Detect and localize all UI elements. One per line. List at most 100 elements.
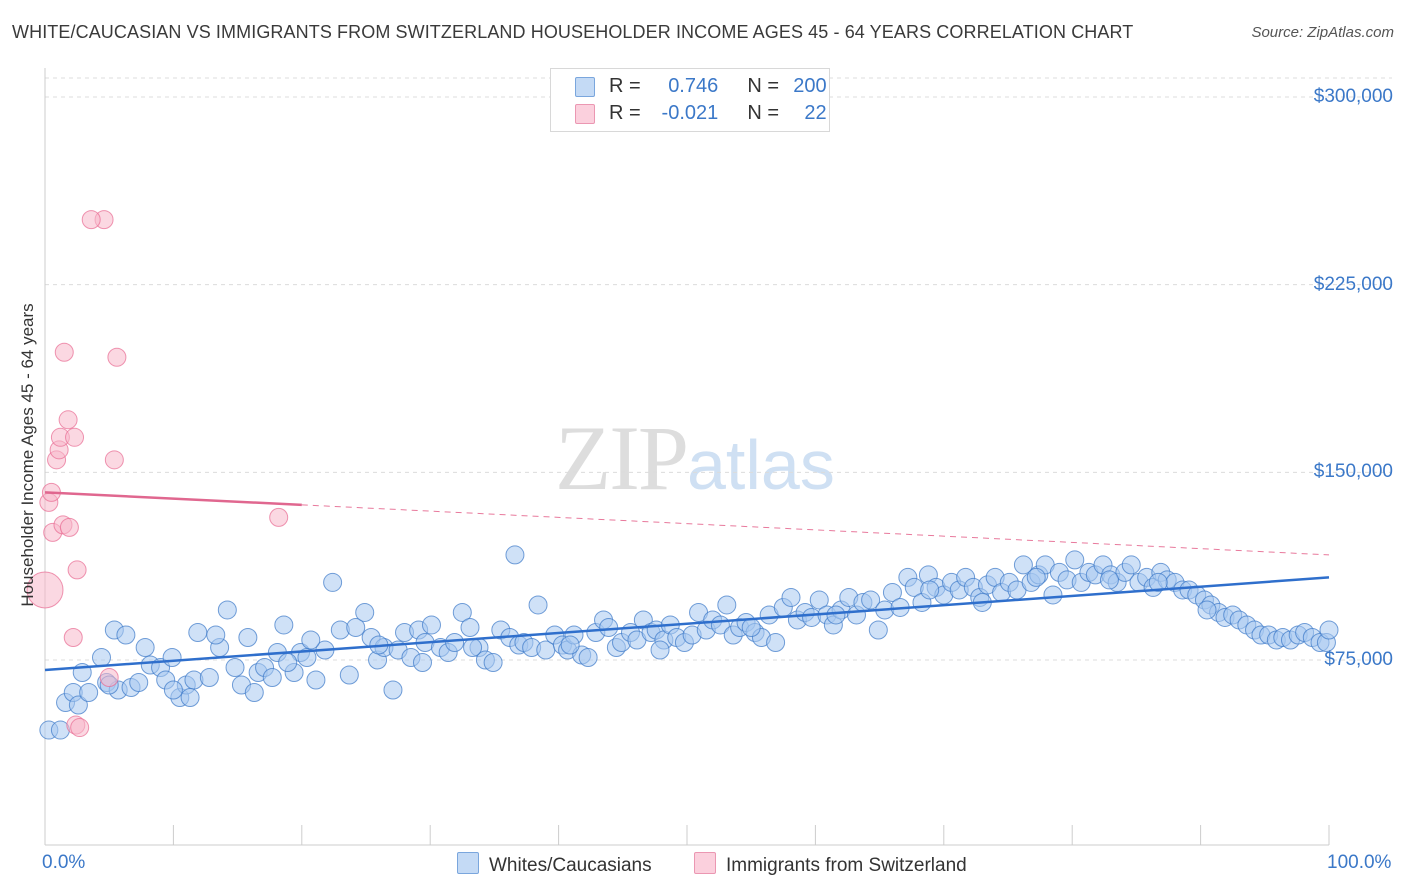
whites-point — [1043, 585, 1063, 605]
whites-point — [244, 683, 264, 703]
whites-point — [163, 680, 183, 700]
whites-point — [766, 632, 786, 652]
legend-n-label: N = — [747, 102, 780, 124]
whites-point — [278, 653, 298, 673]
whites-point — [135, 637, 155, 657]
immigrants-point — [26, 571, 64, 609]
whites-point — [188, 622, 208, 642]
whites-point — [868, 620, 888, 640]
whites-point — [383, 680, 403, 700]
whites-point — [809, 590, 829, 610]
legend-r-label: R = — [609, 102, 641, 124]
whites-point — [1026, 567, 1046, 587]
whites-point — [91, 647, 111, 667]
immigrants-trend-line — [44, 491, 302, 507]
immigrants-point — [107, 347, 127, 367]
immigrants-point — [67, 560, 87, 580]
legend-r-value-immigrants: -0.021 — [661, 102, 719, 124]
whites-point — [225, 658, 245, 678]
whites-point — [162, 647, 182, 667]
legend-n-value-whites: 200 — [793, 75, 827, 97]
x-tick-label-start: 0.0% — [42, 852, 86, 873]
whites-point — [741, 617, 761, 637]
bottom-legend-swatch-whites — [457, 852, 479, 874]
whites-point — [323, 572, 343, 592]
correlation-legend: R = 0.746 N = 200 R = -0.021 N = 22 — [550, 68, 830, 132]
whites-point — [445, 632, 465, 652]
whites-point — [560, 635, 580, 655]
whites-point — [1099, 570, 1119, 590]
whites-point — [1065, 550, 1085, 570]
immigrants-trend-extension — [301, 504, 1330, 556]
legend-swatch-immigrants — [575, 104, 595, 124]
immigrants-point — [269, 507, 289, 527]
y-tick-label: $225,000 — [1313, 273, 1393, 295]
x-tick-label-end: 100.0% — [1327, 852, 1392, 873]
legend-r-value-whites: 0.746 — [668, 75, 719, 97]
whites-point — [421, 615, 441, 635]
bottom-legend-immigrants: Immigrants from Switzerland — [694, 852, 967, 877]
whites-point — [116, 625, 136, 645]
legend-n-value-immigrants: 22 — [804, 102, 827, 124]
whites-point — [301, 630, 321, 650]
whites-point — [1319, 620, 1339, 640]
whites-point — [717, 595, 737, 615]
whites-point — [528, 595, 548, 615]
immigrants-point — [58, 410, 78, 430]
whites-point — [1121, 555, 1141, 575]
whites-point — [238, 627, 258, 647]
immigrants-point — [59, 517, 79, 537]
whites-point — [1013, 555, 1033, 575]
whites-point — [578, 647, 598, 667]
whites-point — [920, 580, 940, 600]
whites-point — [505, 545, 525, 565]
whites-point — [306, 670, 326, 690]
whites-point — [882, 582, 902, 602]
whites-point — [412, 653, 432, 673]
bottom-legend-label-immigrants: Immigrants from Switzerland — [726, 855, 967, 876]
legend-n-label: N = — [747, 75, 780, 97]
whites-point — [650, 640, 670, 660]
whites-point — [217, 600, 237, 620]
whites-point — [781, 587, 801, 607]
whites-point — [1148, 572, 1168, 592]
whites-point — [826, 605, 846, 625]
whites-point — [206, 625, 226, 645]
whites-point — [1197, 600, 1217, 620]
chart-title: WHITE/CAUCASIAN VS IMMIGRANTS FROM SWITZ… — [12, 22, 1134, 42]
bottom-legend-label-whites: Whites/Caucasians — [489, 855, 652, 876]
whites-point — [355, 602, 375, 622]
immigrants-point — [63, 627, 83, 647]
whites-point — [460, 617, 480, 637]
bottom-legend-swatch-immigrants — [694, 852, 716, 874]
whites-point — [199, 668, 219, 688]
whites-point — [339, 665, 359, 685]
watermark-zip: ZIP — [555, 407, 689, 509]
watermark-atlas: atlas — [687, 426, 835, 504]
whites-point — [79, 683, 99, 703]
whites-point — [861, 590, 881, 610]
immigrants-point — [99, 668, 119, 688]
y-tick-label: $75,000 — [1324, 649, 1393, 670]
immigrants-point — [70, 718, 90, 738]
legend-r-label: R = — [609, 75, 641, 97]
source-label: Source: ZipAtlas.com — [1251, 24, 1394, 41]
whites-point — [274, 615, 294, 635]
y-axis-label: Householder Income Ages 45 - 64 years — [18, 303, 37, 607]
immigrants-point — [104, 450, 124, 470]
whites-point — [463, 637, 483, 657]
immigrants-point — [81, 210, 101, 230]
whites-point — [68, 695, 88, 715]
whites-point — [483, 653, 503, 673]
y-tick-label: $150,000 — [1313, 461, 1393, 483]
whites-point — [599, 617, 619, 637]
y-tick-label: $300,000 — [1313, 86, 1393, 107]
bottom-legend-whites: Whites/Caucasians — [457, 852, 652, 877]
whites-point — [262, 668, 282, 688]
whites-point — [180, 688, 200, 708]
whites-point — [129, 673, 149, 693]
legend-swatch-whites — [575, 77, 595, 97]
immigrants-point — [65, 427, 85, 447]
immigrants-point — [54, 342, 74, 362]
